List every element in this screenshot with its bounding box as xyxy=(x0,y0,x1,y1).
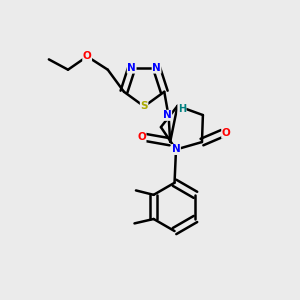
Text: N: N xyxy=(127,63,136,73)
Text: H: H xyxy=(178,104,186,114)
Text: S: S xyxy=(140,101,148,111)
Text: O: O xyxy=(83,51,92,62)
Text: N: N xyxy=(163,110,172,120)
Text: O: O xyxy=(137,132,146,142)
Text: O: O xyxy=(222,128,230,138)
Text: N: N xyxy=(152,63,161,73)
Text: N: N xyxy=(172,145,180,154)
